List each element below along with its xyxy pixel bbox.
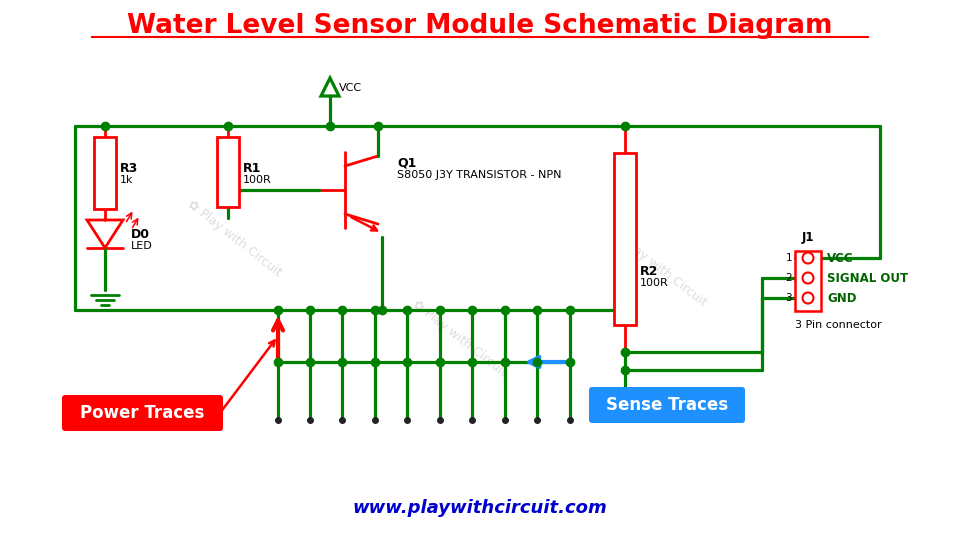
Text: www.playwithcircuit.com: www.playwithcircuit.com [352,499,608,517]
Text: R1: R1 [243,162,261,175]
Text: R3: R3 [120,162,138,175]
FancyBboxPatch shape [62,395,223,431]
Text: R2: R2 [640,265,659,278]
Bar [217,137,239,207]
Bar [94,137,116,209]
Text: D0: D0 [131,228,150,241]
Text: Power Traces: Power Traces [81,404,204,422]
Text: LED: LED [131,241,153,251]
Circle shape [803,253,813,264]
Text: VCC: VCC [827,252,853,265]
Bar [795,251,821,311]
Text: 100R: 100R [243,175,272,185]
Circle shape [803,273,813,284]
Text: 1: 1 [785,253,792,263]
Text: GND: GND [827,292,856,305]
Text: ✿ Play with Circuit: ✿ Play with Circuit [185,197,284,279]
Text: 100R: 100R [640,278,669,288]
Text: S8050 J3Y TRANSISTOR - NPN: S8050 J3Y TRANSISTOR - NPN [397,170,562,180]
Text: 1k: 1k [120,175,133,185]
Text: Sense Traces: Sense Traces [606,396,728,414]
Text: 3: 3 [785,293,792,303]
Text: SIGNAL OUT: SIGNAL OUT [827,272,908,285]
Bar [614,153,636,325]
Text: 3 Pin connector: 3 Pin connector [795,320,881,330]
Circle shape [803,293,813,303]
Text: VCC: VCC [339,83,362,93]
Text: ✿ Play with Circuit: ✿ Play with Circuit [411,298,510,379]
Text: Q1: Q1 [397,156,417,169]
FancyBboxPatch shape [589,387,745,423]
Text: ✿ Play with Circuit: ✿ Play with Circuit [611,227,709,309]
Text: J1: J1 [802,231,814,244]
Text: Water Level Sensor Module Schematic Diagram: Water Level Sensor Module Schematic Diag… [128,13,832,39]
Text: 2: 2 [785,273,792,283]
